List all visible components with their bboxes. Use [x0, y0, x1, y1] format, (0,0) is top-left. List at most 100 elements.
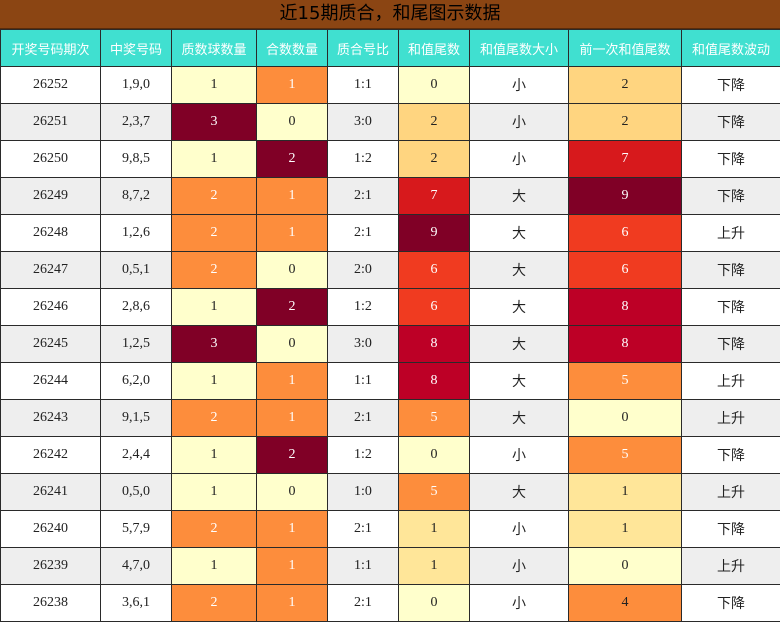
numbers-cell: 0,5,0 [101, 474, 172, 511]
trend-cell: 上升 [682, 400, 780, 437]
size-cell: 小 [470, 141, 569, 178]
sum-tail-cell: 8 [399, 326, 470, 363]
composite-count-cell: 1 [257, 215, 328, 252]
composite-count-cell: 1 [257, 363, 328, 400]
trend-cell: 上升 [682, 363, 780, 400]
issue-cell: 26250 [1, 141, 101, 178]
composite-count-cell: 0 [257, 104, 328, 141]
prev-tail-cell: 8 [569, 326, 682, 363]
numbers-cell: 6,2,0 [101, 363, 172, 400]
ratio-cell: 3:0 [328, 326, 399, 363]
size-cell: 大 [470, 215, 569, 252]
issue-cell: 26249 [1, 178, 101, 215]
size-cell: 小 [470, 511, 569, 548]
sum-tail-cell: 0 [399, 585, 470, 622]
size-cell: 小 [470, 548, 569, 585]
trend-cell: 上升 [682, 215, 780, 252]
size-cell: 小 [470, 437, 569, 474]
prime-count-cell: 2 [172, 511, 257, 548]
prime-count-cell: 1 [172, 437, 257, 474]
header-size: 和值尾数大小 [470, 30, 569, 67]
size-cell: 小 [470, 585, 569, 622]
stats-table: 开奖号码期次 中奖号码 质数球数量 合数数量 质合号比 和值尾数 和值尾数大小 … [0, 29, 780, 622]
sum-tail-cell: 8 [399, 363, 470, 400]
prev-tail-cell: 2 [569, 67, 682, 104]
prime-count-cell: 2 [172, 178, 257, 215]
trend-cell: 上升 [682, 474, 780, 511]
size-cell: 大 [470, 178, 569, 215]
prev-tail-cell: 0 [569, 548, 682, 585]
issue-cell: 26251 [1, 104, 101, 141]
trend-cell: 下降 [682, 437, 780, 474]
prev-tail-cell: 6 [569, 252, 682, 289]
header-ratio: 质合号比 [328, 30, 399, 67]
size-cell: 小 [470, 67, 569, 104]
ratio-cell: 1:2 [328, 141, 399, 178]
size-cell: 小 [470, 104, 569, 141]
issue-cell: 26240 [1, 511, 101, 548]
ratio-cell: 1:1 [328, 548, 399, 585]
numbers-cell: 2,3,7 [101, 104, 172, 141]
prime-count-cell: 3 [172, 104, 257, 141]
header-prime-count: 质数球数量 [172, 30, 257, 67]
sum-tail-cell: 9 [399, 215, 470, 252]
issue-cell: 26244 [1, 363, 101, 400]
issue-cell: 26239 [1, 548, 101, 585]
prev-tail-cell: 0 [569, 400, 682, 437]
prime-count-cell: 1 [172, 141, 257, 178]
trend-cell: 下降 [682, 326, 780, 363]
composite-count-cell: 1 [257, 67, 328, 104]
header-composite-count: 合数数量 [257, 30, 328, 67]
issue-cell: 26248 [1, 215, 101, 252]
numbers-cell: 9,8,5 [101, 141, 172, 178]
composite-count-cell: 1 [257, 585, 328, 622]
numbers-cell: 4,7,0 [101, 548, 172, 585]
ratio-cell: 2:1 [328, 215, 399, 252]
table-title: 近15期质合，和尾图示数据 [0, 0, 780, 29]
header-trend: 和值尾数波动 [682, 30, 780, 67]
sum-tail-cell: 5 [399, 400, 470, 437]
trend-cell: 上升 [682, 548, 780, 585]
size-cell: 大 [470, 363, 569, 400]
size-cell: 大 [470, 326, 569, 363]
prime-count-cell: 3 [172, 326, 257, 363]
sum-tail-cell: 2 [399, 141, 470, 178]
composite-count-cell: 0 [257, 474, 328, 511]
size-cell: 大 [470, 474, 569, 511]
ratio-cell: 2:0 [328, 252, 399, 289]
ratio-cell: 2:1 [328, 400, 399, 437]
header-sum-tail: 和值尾数 [399, 30, 470, 67]
numbers-cell: 2,8,6 [101, 289, 172, 326]
ratio-cell: 2:1 [328, 585, 399, 622]
sum-tail-cell: 1 [399, 511, 470, 548]
size-cell: 大 [470, 252, 569, 289]
composite-count-cell: 2 [257, 141, 328, 178]
sum-tail-cell: 7 [399, 178, 470, 215]
numbers-cell: 8,7,2 [101, 178, 172, 215]
composite-count-cell: 2 [257, 289, 328, 326]
ratio-cell: 1:2 [328, 289, 399, 326]
prime-count-cell: 1 [172, 474, 257, 511]
prev-tail-cell: 7 [569, 141, 682, 178]
issue-cell: 26243 [1, 400, 101, 437]
prev-tail-cell: 2 [569, 104, 682, 141]
numbers-cell: 2,4,4 [101, 437, 172, 474]
prime-count-cell: 2 [172, 252, 257, 289]
size-cell: 大 [470, 289, 569, 326]
issue-cell: 26247 [1, 252, 101, 289]
prev-tail-cell: 4 [569, 585, 682, 622]
ratio-cell: 3:0 [328, 104, 399, 141]
